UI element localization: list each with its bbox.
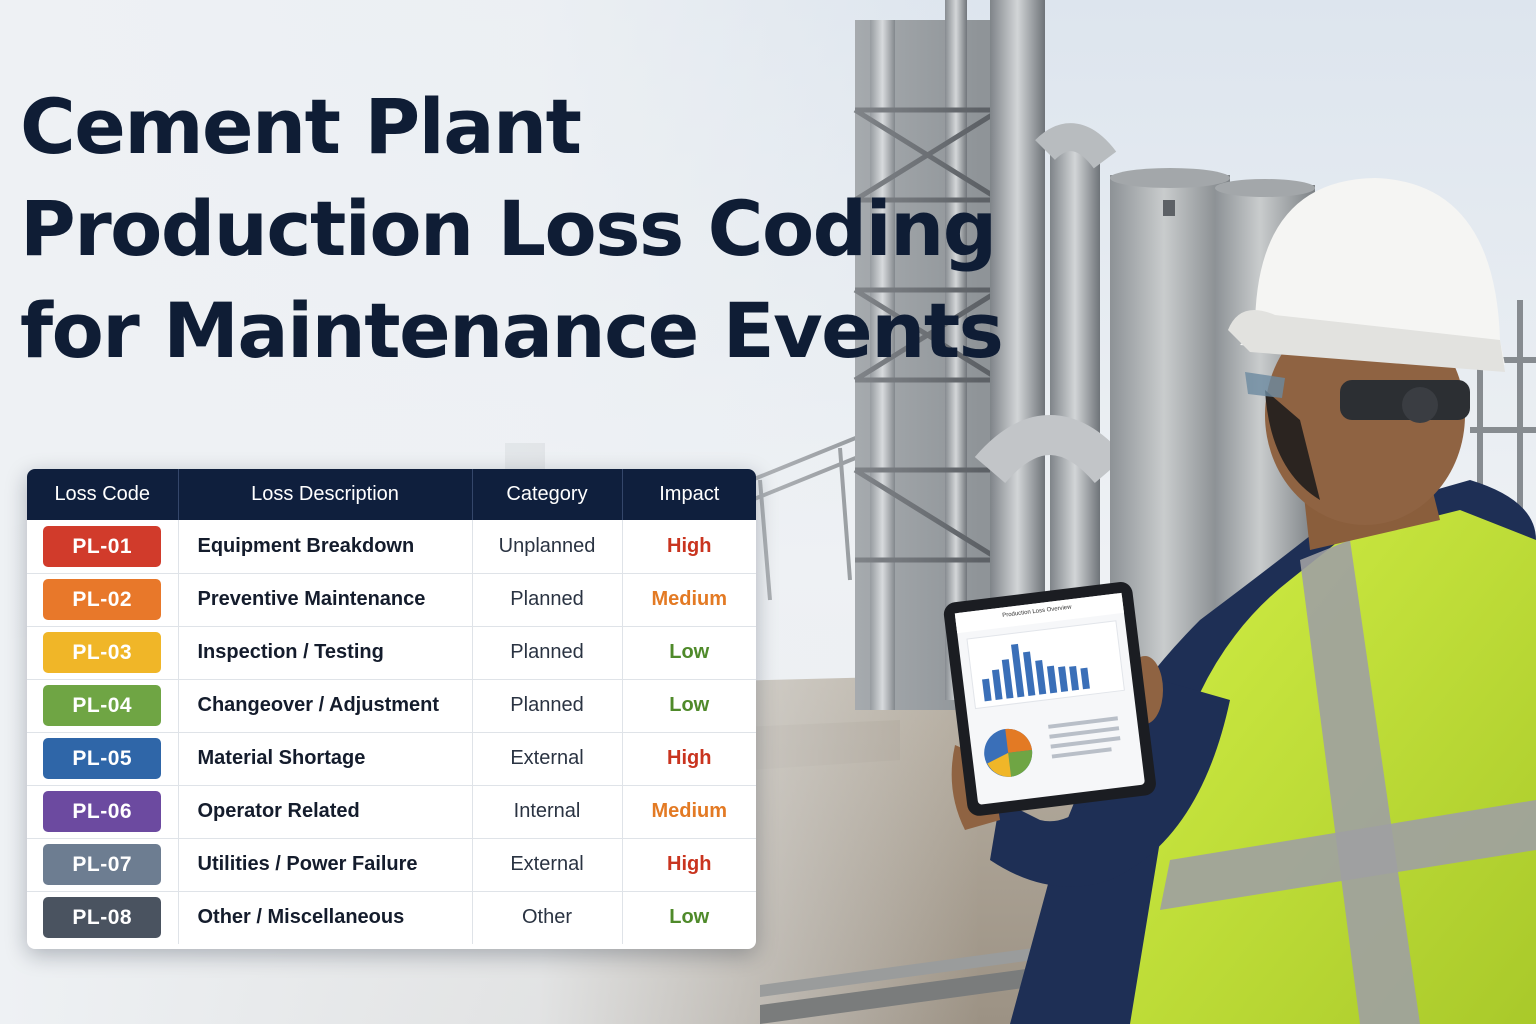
loss-description-cell: Material Shortage [178, 732, 473, 785]
loss-code-badge: PL-06 [43, 791, 162, 832]
loss-code-badge: PL-07 [43, 844, 162, 885]
loss-description-cell: Other / Miscellaneous [178, 891, 473, 944]
loss-code-cell: PL-04 [27, 679, 179, 732]
loss-code-badge: PL-04 [43, 685, 162, 726]
category-cell: Planned [472, 679, 623, 732]
table-row: PL-06 Operator Related Internal Medium [27, 785, 756, 838]
loss-description-cell: Changeover / Adjustment [178, 679, 473, 732]
table-row: PL-04 Changeover / Adjustment Planned Low [27, 679, 756, 732]
loss-description-cell: Inspection / Testing [178, 626, 473, 679]
table-row: PL-05 Material Shortage External High [27, 732, 756, 785]
category-cell: Other [472, 891, 623, 944]
table-row: PL-08 Other / Miscellaneous Other Low [27, 891, 756, 944]
impact-cell: High [667, 853, 712, 875]
header-loss-code: Loss Code [27, 469, 179, 520]
header-category: Category [472, 469, 623, 520]
loss-code-cell: PL-05 [27, 732, 179, 785]
title-line-3: for Maintenance Events [20, 286, 1004, 375]
category-cell: Planned [472, 626, 623, 679]
page-title: Cement Plant Production Loss Coding for … [20, 76, 1004, 382]
category-cell: External [472, 838, 623, 891]
impact-cell: High [667, 534, 712, 557]
impact-cell: Low [669, 641, 710, 663]
tablet-illustration [943, 581, 1156, 816]
table-row: PL-01 Equipment Breakdown Unplanned High [27, 520, 756, 573]
table-row: PL-03 Inspection / Testing Planned Low [27, 626, 756, 679]
impact-cell: Low [669, 906, 710, 929]
impact-cell: Low [669, 694, 710, 716]
impact-cell: Medium [651, 800, 728, 822]
loss-description-cell: Utilities / Power Failure [178, 838, 473, 891]
loss-code-table: Loss Code Loss Description Category Impa… [27, 469, 756, 944]
table-row: PL-07 Utilities / Power Failure External Hi… [27, 838, 756, 891]
table-body: PL-01 Equipment Breakdown Unplanned High PL-… [27, 520, 756, 944]
loss-description-cell: Preventive Maintenance [178, 573, 473, 626]
table-row: PL-02 Preventive Maintenance Planned Medium [27, 573, 756, 626]
loss-code-cell: PL-07 [27, 838, 179, 891]
impact-cell: Medium [651, 588, 728, 610]
impact-cell: High [667, 747, 712, 769]
loss-code-badge: PL-08 [43, 897, 162, 939]
loss-code-cell: PL-08 [27, 891, 179, 944]
loss-code-cell: PL-03 [27, 626, 179, 679]
category-cell: Planned [472, 573, 623, 626]
title-line-1: Cement Plant [20, 82, 582, 171]
loss-code-badge: PL-02 [43, 579, 162, 620]
loss-code-badge: PL-01 [43, 525, 162, 567]
loss-code-table-card: Loss Code Loss Description Category Impa… [27, 469, 756, 949]
loss-description-cell: Operator Related [178, 785, 473, 838]
loss-code-cell: PL-02 [27, 573, 179, 626]
table-header-row: Loss Code Loss Description Category Impa… [27, 469, 756, 520]
header-loss-description: Loss Description [178, 469, 473, 520]
category-cell: External [472, 732, 623, 785]
loss-code-badge: PL-05 [43, 738, 162, 779]
title-line-2: Production Loss Coding [20, 184, 997, 273]
category-cell: Internal [472, 785, 623, 838]
worker-illustration [951, 178, 1536, 1024]
loss-description-cell: Equipment Breakdown [178, 520, 473, 573]
loss-code-badge: PL-03 [43, 632, 162, 673]
header-impact: Impact [659, 483, 720, 505]
category-cell: Unplanned [472, 520, 623, 573]
loss-code-cell: PL-01 [27, 520, 179, 573]
loss-code-cell: PL-06 [27, 785, 179, 838]
